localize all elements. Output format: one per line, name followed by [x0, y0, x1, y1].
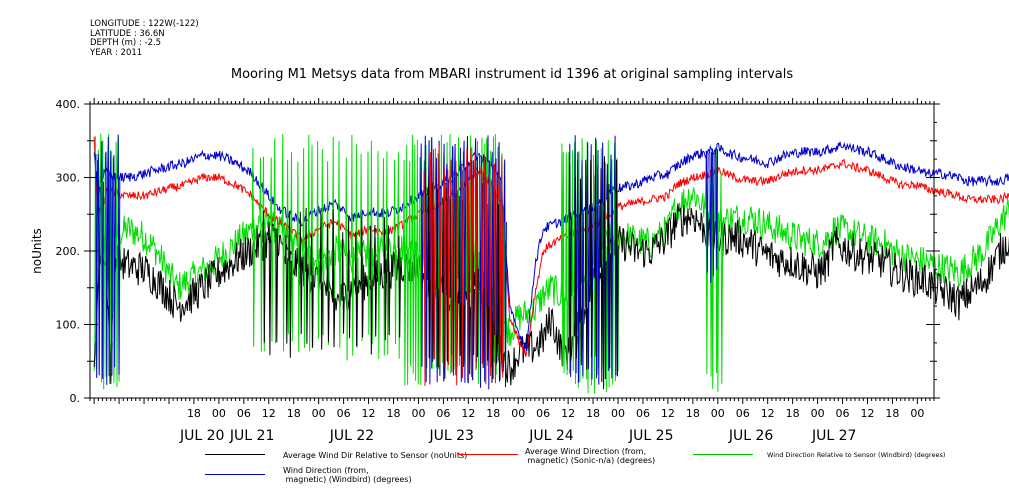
chart-title: Mooring M1 Metsys data from MBARI instru… — [230, 67, 794, 82]
x-day-label: JUL 26 — [728, 428, 774, 444]
x-day-label: JUL 25 — [628, 428, 673, 444]
series-spikes-5 — [94, 134, 121, 385]
x-tick-label: 00 — [711, 407, 725, 420]
y-tick-label: 400. — [56, 98, 81, 111]
latitude-text: LATITUDE : 36.6N — [90, 28, 165, 39]
y-tick-label: 300. — [56, 172, 81, 185]
depth-text: DEPTH (m) : -2.5 — [90, 38, 162, 48]
x-tick-label: 00 — [312, 407, 326, 420]
x-day-label: JUL 24 — [528, 428, 574, 444]
x-tick-label: 00 — [811, 407, 825, 420]
series-spikes-10 — [262, 207, 401, 358]
x-tick-label: 12 — [262, 407, 276, 420]
legend-line-red — [458, 454, 518, 455]
series-spikes-3 — [423, 145, 504, 387]
x-tick-label: 00 — [910, 407, 924, 420]
legend-label-avg-dir: Average Wind Direction (from, magnetic) … — [525, 447, 656, 465]
y-axis-label: noUnits — [30, 228, 44, 274]
legend-line-black — [205, 454, 265, 455]
legend-label-rel-sensor: Average Wind Dir Relative to Sensor (noU… — [283, 451, 468, 460]
legend-line-green — [693, 454, 753, 455]
series-spikes-9 — [251, 133, 401, 361]
x-tick-label: 18 — [187, 407, 201, 420]
x-tick-label: 06 — [436, 407, 450, 420]
x-tick-label: 06 — [636, 407, 650, 420]
x-tick-label: 18 — [686, 407, 700, 420]
x-tick-label: 06 — [536, 407, 550, 420]
x-day-label: JUL 20 — [179, 428, 224, 444]
x-tick-label: 18 — [586, 407, 600, 420]
x-tick-label: 12 — [661, 407, 675, 420]
x-tick-label: 06 — [836, 407, 850, 420]
x-tick-label: 12 — [761, 407, 775, 420]
x-tick-label: 12 — [860, 407, 874, 420]
x-tick-label: 18 — [885, 407, 899, 420]
x-tick-label: 00 — [511, 407, 525, 420]
x-day-label: JUL 22 — [329, 428, 374, 444]
x-tick-label: 12 — [561, 407, 575, 420]
x-tick-label: 12 — [461, 407, 475, 420]
axes-layer: 0. 100. 200. 300. 400. noUnits 18 00 06 12 18 00 06 1… — [30, 98, 940, 444]
x-tick-label: 18 — [287, 407, 301, 420]
series-layer — [93, 133, 1009, 394]
legend-label-windbird-dir: Wind Direction (from, magnetic) (Windbir… — [283, 466, 412, 484]
series-spikes-8 — [568, 156, 619, 383]
series-spikes-12 — [705, 148, 719, 283]
x-tick-label: 00 — [611, 407, 625, 420]
x-tick-label: 06 — [736, 407, 750, 420]
y-tick-label: 100. — [56, 319, 81, 332]
y-tick-label: 200. — [56, 245, 81, 258]
metadata-block: LONGITUDE : 122W(-122) LATITUDE : 36.6N … — [90, 19, 199, 58]
x-tick-label: 00 — [212, 407, 226, 420]
x-tick-label: 12 — [362, 407, 376, 420]
x-tick-label: 06 — [337, 407, 351, 420]
legend-label-windbird-rel: Wind Direction Relative to Sensor (Windb… — [767, 451, 946, 459]
legend-line-blue — [205, 474, 265, 475]
x-tick-label: 00 — [411, 407, 425, 420]
x-day-label: JUL 23 — [428, 428, 473, 444]
x-tick-label: 18 — [786, 407, 800, 420]
x-tick-label: 18 — [387, 407, 401, 420]
year-text: YEAR : 2011 — [90, 47, 143, 58]
x-tick-label: 18 — [486, 407, 500, 420]
y-tick-label: 0. — [70, 392, 81, 405]
longitude-text: LONGITUDE : 122W(-122) — [90, 19, 199, 29]
x-day-label: JUL 27 — [811, 428, 856, 444]
x-day-label: JUL 21 — [229, 428, 274, 444]
x-tick-label: 06 — [237, 407, 251, 420]
